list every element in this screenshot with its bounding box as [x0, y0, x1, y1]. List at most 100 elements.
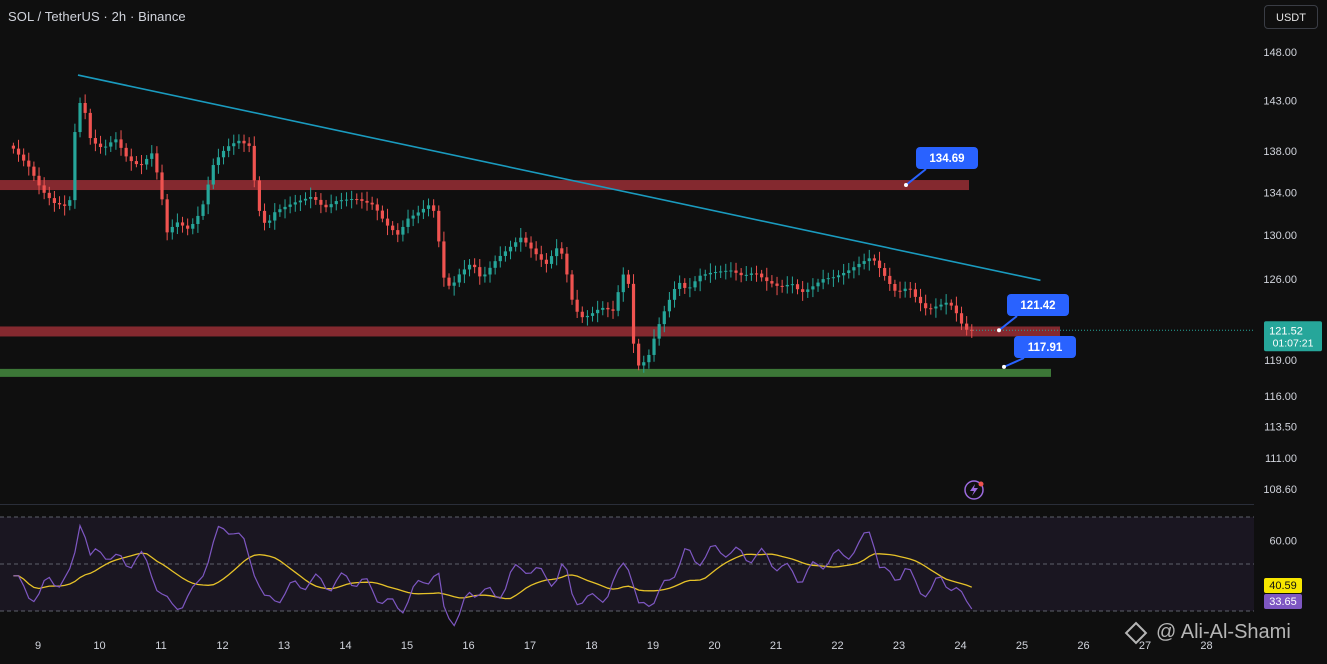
price-callout-anchor	[1002, 364, 1006, 369]
time-axis-label: 25	[1016, 640, 1028, 652]
candle-body	[954, 305, 958, 314]
candle-body	[842, 273, 846, 276]
candle-body	[385, 218, 390, 226]
candle-body	[565, 253, 569, 275]
candle-body	[939, 304, 943, 307]
candle-body	[816, 282, 820, 287]
candle-body	[601, 307, 605, 310]
candle-body	[847, 270, 851, 274]
candle-body	[959, 313, 964, 324]
candle-body	[862, 261, 866, 264]
candle-body	[139, 164, 144, 166]
candle-body	[657, 324, 661, 339]
candle-body	[749, 273, 753, 275]
candle-body	[170, 226, 174, 233]
price-axis-label: 134.00	[1263, 187, 1297, 199]
candle-body	[196, 215, 200, 224]
candle-body	[719, 271, 723, 273]
price-axis-label: 111.00	[1265, 453, 1297, 465]
candle-body	[555, 248, 559, 257]
price-callout-box[interactable]	[916, 147, 978, 169]
candle-body	[273, 212, 277, 221]
candle-body	[145, 158, 149, 165]
candle-body	[544, 259, 548, 264]
time-axis-label: 20	[708, 640, 720, 652]
candle-body	[519, 237, 523, 243]
candle-body	[416, 212, 420, 216]
time-axis-label: 24	[954, 640, 966, 652]
time-axis-label: 17	[524, 640, 536, 652]
candle-body	[129, 156, 133, 162]
candle-body	[68, 200, 72, 206]
candle-body	[278, 209, 282, 213]
candle-body	[88, 112, 92, 139]
candle-body	[508, 246, 513, 252]
rsi-line	[13, 523, 973, 627]
price-callout-label: 117.91	[1028, 342, 1063, 354]
candle-body	[175, 222, 179, 227]
candle-body	[539, 254, 543, 260]
candle-body	[857, 263, 861, 268]
candle-body	[488, 267, 492, 275]
candle-body	[729, 270, 733, 272]
candle-body	[467, 264, 472, 270]
candle-body	[52, 198, 56, 204]
lightning-icon[interactable]	[964, 480, 984, 500]
candle-body	[350, 199, 354, 201]
time-axis-label: 21	[770, 640, 782, 652]
candle-body	[970, 329, 974, 331]
candle-body	[924, 303, 928, 309]
candle-body	[211, 165, 215, 185]
currency-button[interactable]: USDT	[1264, 5, 1318, 29]
candle-body	[396, 230, 400, 235]
candle-body	[221, 150, 226, 158]
mid-support-zone	[0, 326, 1060, 337]
candle-body	[647, 354, 651, 363]
candle-body	[160, 172, 164, 200]
rsi-value: 33.65	[1269, 596, 1297, 608]
candle-body	[447, 277, 451, 286]
candle-body	[391, 225, 395, 231]
price-axis-label: 108.60	[1263, 484, 1297, 496]
candle-body	[216, 157, 220, 166]
price-callout-box[interactable]	[1007, 294, 1069, 316]
rsi-ma-value: 40.59	[1269, 580, 1297, 592]
candle-body	[478, 267, 482, 277]
price-callout-anchor	[904, 183, 908, 188]
price-callout-box[interactable]	[1014, 336, 1076, 358]
candle-body	[652, 338, 656, 355]
candle-body	[370, 202, 374, 205]
candle-body	[965, 323, 969, 330]
time-axis-label: 15	[401, 640, 413, 652]
candle-body	[237, 140, 241, 144]
candle-body	[893, 283, 897, 291]
time-axis-label: 16	[462, 640, 474, 652]
candle-body	[852, 267, 856, 271]
candle-body	[575, 299, 579, 312]
candle-body	[457, 274, 461, 283]
candle-body	[452, 282, 456, 286]
candle-body	[22, 154, 26, 161]
candle-body	[662, 311, 666, 325]
rsi-value-badge	[1264, 594, 1302, 609]
candle-body	[57, 203, 62, 205]
candle-body	[667, 299, 671, 312]
candle-body	[47, 192, 51, 199]
price-axis-label: 143.00	[1263, 96, 1297, 108]
candle-body	[672, 288, 677, 300]
candle-body	[570, 274, 574, 300]
price-callout-label: 134.69	[929, 153, 964, 165]
candle-body	[252, 145, 256, 181]
price-callout-label: 121.42	[1020, 300, 1055, 312]
candle-body	[380, 210, 384, 219]
candle-body	[319, 199, 323, 205]
watermark: @ Ali-Al-Shami	[1124, 621, 1291, 644]
candle-body	[806, 289, 810, 292]
candle-body	[498, 255, 502, 262]
candle-body	[155, 153, 159, 173]
candle-body	[503, 251, 507, 256]
descending-trendline[interactable]	[77, 74, 1041, 282]
candle-body	[734, 270, 738, 273]
